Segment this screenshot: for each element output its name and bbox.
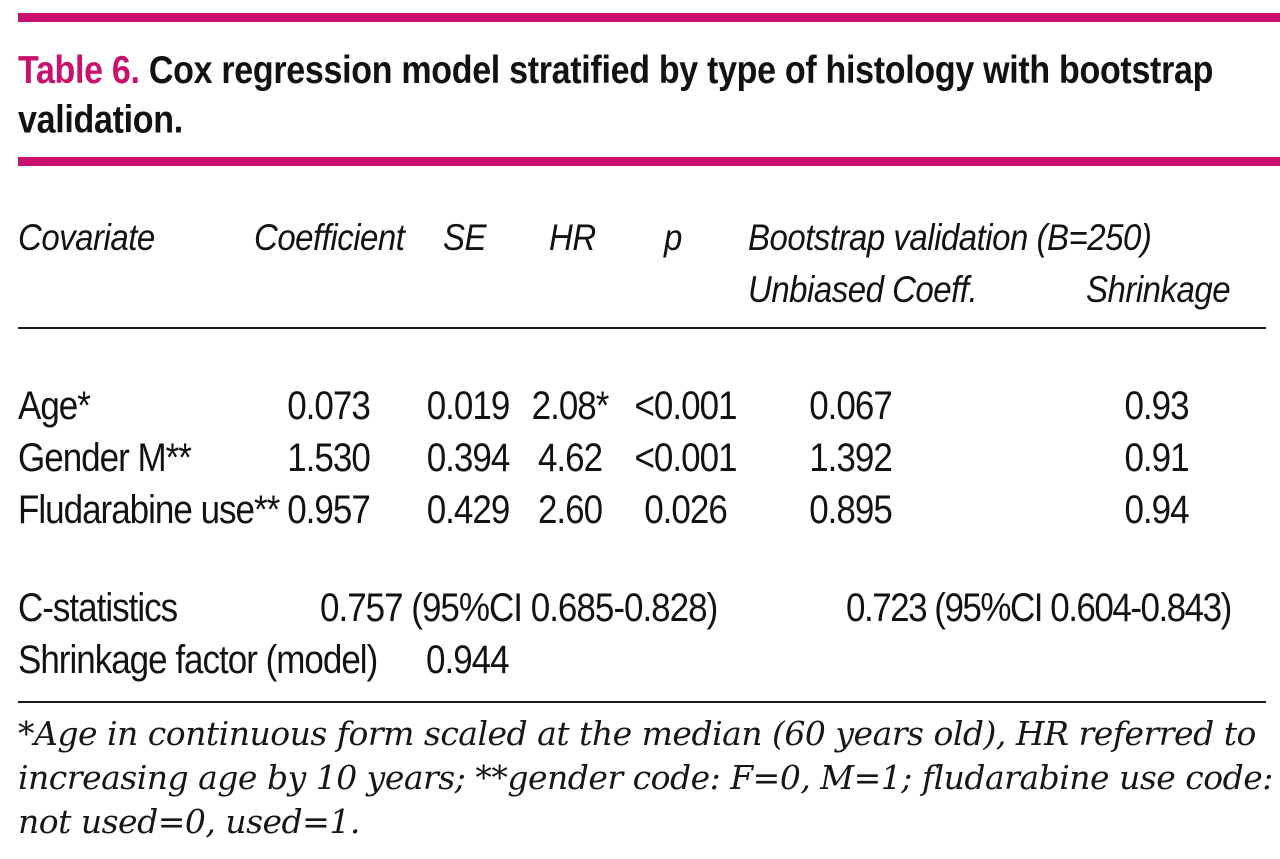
cell-hr: 2.08* [531, 384, 610, 429]
shrinkage-factor-label: Shrinkage factor (model) [18, 638, 378, 683]
cell-hr: 4.62 [537, 436, 603, 481]
table-row: Fludarabine use** 0.957 0.429 2.60 0.026… [0, 488, 1280, 538]
cell-se: 0.394 [426, 436, 511, 481]
table-header-row: Covariate Coefficient SE HR p Bootstrap … [0, 216, 1280, 266]
header-se: SE [443, 216, 487, 258]
cell-p: <0.001 [634, 384, 737, 429]
table-title-label: Table 6. [18, 48, 140, 92]
cell-unbiased-coeff: 0.067 [809, 384, 893, 429]
cell-shrinkage: 0.91 [1124, 436, 1189, 481]
cell-covariate: Gender M** [18, 436, 192, 481]
header-hr: HR [549, 216, 596, 258]
summary-row-shrinkage-factor: Shrinkage factor (model) 0.944 [0, 638, 1280, 688]
header-divider-rule [18, 327, 1266, 329]
cell-shrinkage: 0.93 [1124, 384, 1189, 429]
table-title: Table 6. Cox regression model stratified… [18, 46, 1263, 145]
cell-coefficient: 0.957 [287, 488, 371, 533]
shrinkage-factor-value: 0.944 [426, 638, 510, 683]
table-title-text: Cox regression model stratified by type … [18, 48, 1214, 142]
summary-row-c-statistics: C-statistics 0.757 (95%CI 0.685-0.828) 0… [0, 586, 1280, 636]
header-coefficient: Coefficient [254, 216, 405, 258]
cell-unbiased-coeff: 1.392 [809, 436, 893, 481]
c-statistics-model-value: 0.757 (95%CI 0.685-0.828) [320, 586, 718, 631]
cell-unbiased-coeff: 0.895 [809, 488, 893, 533]
footnote: *Age in continuous form scaled at the me… [18, 714, 1273, 841]
cell-p: <0.001 [634, 436, 737, 481]
header-shrinkage: Shrinkage [1086, 268, 1231, 310]
c-statistics-label: C-statistics [18, 586, 178, 631]
table-row: Age* 0.073 0.019 2.08* <0.001 0.067 0.93 [0, 384, 1280, 434]
cell-covariate: Fludarabine use** [18, 488, 280, 533]
cell-se: 0.019 [426, 384, 511, 429]
header-bootstrap-group: Bootstrap validation (B=250) [748, 216, 1152, 258]
cell-covariate: Age* [18, 384, 91, 429]
header-covariate: Covariate [18, 216, 155, 258]
c-statistics-bootstrap-value: 0.723 (95%CI 0.604-0.843) [846, 586, 1232, 631]
cell-coefficient: 1.530 [287, 436, 371, 481]
cell-shrinkage: 0.94 [1124, 488, 1189, 533]
table-row: Gender M** 1.530 0.394 4.62 <0.001 1.392… [0, 436, 1280, 486]
header-p: p [664, 216, 682, 258]
header-unbiased-coeff: Unbiased Coeff. [748, 268, 978, 310]
cell-coefficient: 0.073 [287, 384, 371, 429]
cell-hr: 2.60 [537, 488, 603, 533]
cell-se: 0.429 [426, 488, 511, 533]
cell-p: 0.026 [644, 488, 728, 533]
footer-divider-rule [18, 701, 1266, 703]
table-header-subrow: Unbiased Coeff. Shrinkage [0, 268, 1280, 318]
title-accent-rule [18, 157, 1280, 166]
top-accent-rule [18, 13, 1280, 22]
